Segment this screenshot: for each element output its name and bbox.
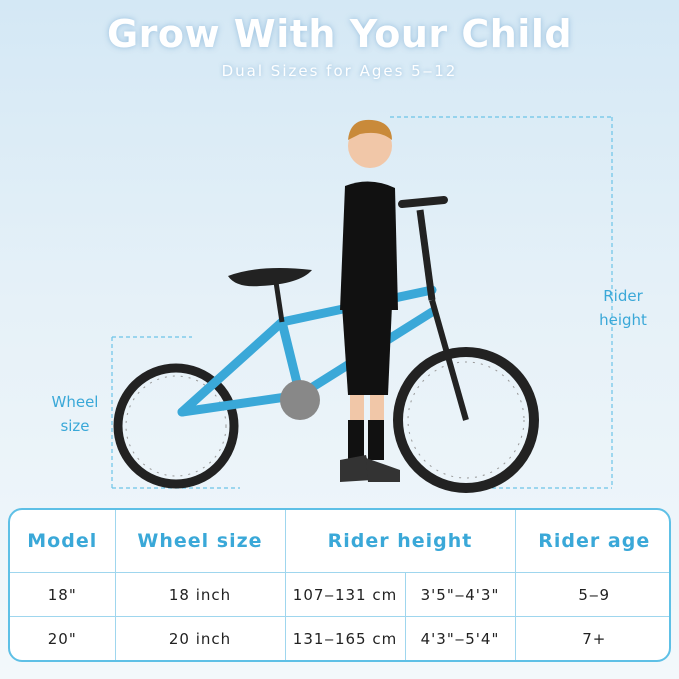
size-table: Model Wheel size Rider height Rider age … bbox=[8, 508, 671, 662]
cell: 3'5"‒4'3" bbox=[404, 571, 516, 618]
row: 20" 20 inch 131‒165 cm 4'3"‒5'4" 7+ bbox=[10, 616, 669, 660]
cell: 18 inch bbox=[114, 571, 286, 618]
label-line: size bbox=[60, 417, 90, 435]
cell: 7+ bbox=[514, 616, 669, 660]
cell: 20 inch bbox=[114, 616, 286, 660]
table: Model Wheel size Rider height Rider age … bbox=[10, 510, 669, 660]
label-line: Wheel bbox=[51, 393, 99, 411]
cell: 18" bbox=[10, 571, 116, 618]
label-line: Rider bbox=[603, 287, 643, 305]
header-cell: Rider age bbox=[514, 510, 669, 573]
wheel-size-label: Wheel size bbox=[40, 390, 110, 438]
rider-height-label: Rider height bbox=[588, 284, 658, 332]
cell: 107‒131 cm bbox=[284, 571, 406, 618]
cell: 131‒165 cm bbox=[284, 616, 406, 660]
header-cell: Rider height bbox=[284, 510, 516, 573]
cell: 20" bbox=[10, 616, 116, 660]
header-row: Model Wheel size Rider height Rider age bbox=[10, 510, 669, 573]
row: 18" 18 inch 107‒131 cm 3'5"‒4'3" 5‒9 bbox=[10, 571, 669, 618]
label-line: height bbox=[599, 311, 647, 329]
cell: 5‒9 bbox=[514, 571, 669, 618]
header-cell: Wheel size bbox=[114, 510, 286, 573]
title: Grow With Your Child bbox=[106, 12, 573, 56]
cell: 4'3"‒5'4" bbox=[404, 616, 516, 660]
header-cell: Model bbox=[10, 510, 116, 573]
subtitle: Dual Sizes for Ages 5‒12 bbox=[221, 62, 458, 80]
